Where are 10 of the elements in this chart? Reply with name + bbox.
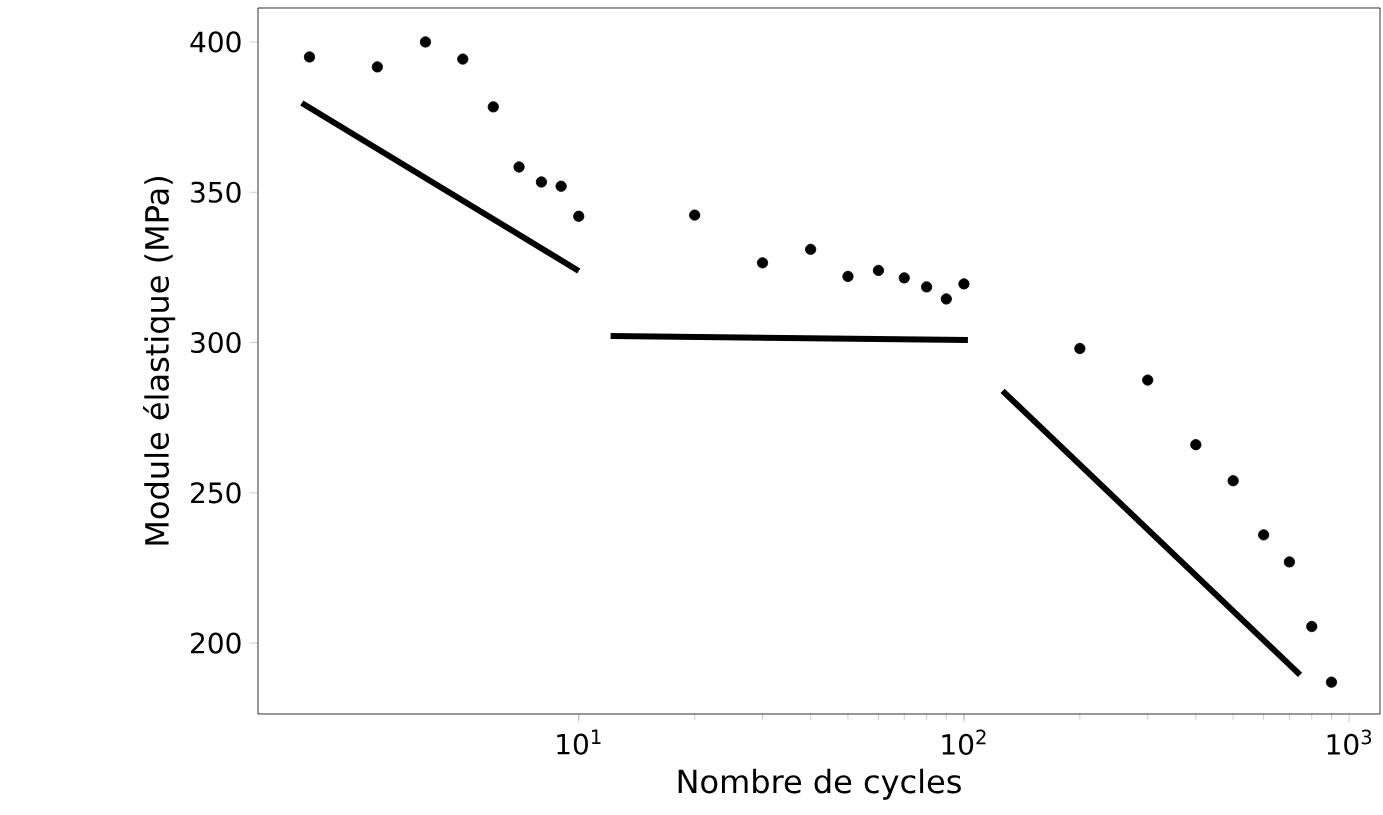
y-tick-label: 300	[191, 331, 241, 354]
y-tick-label: 350	[191, 181, 241, 203]
x-tick-label: 10$^{1}$	[557, 729, 601, 755]
y-tick-label: 400	[190, 31, 241, 53]
x-tick-label: 10$^{2}$	[942, 729, 986, 756]
x-tick-label: 10$^{3}$	[1327, 729, 1372, 756]
y-tick-label: 200	[191, 632, 241, 654]
x-axis-title: Nombre de cycles	[678, 768, 961, 800]
y-axis-title: Module élastique (MPa)	[142, 177, 176, 545]
y-tick-label: 250	[191, 482, 241, 504]
